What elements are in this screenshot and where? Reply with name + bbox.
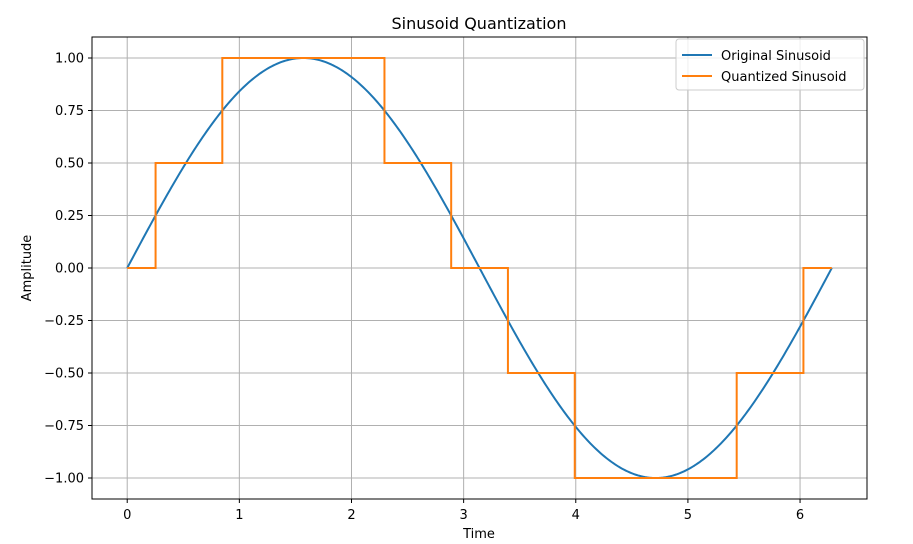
y-tick-label: −0.50: [44, 367, 84, 382]
y-tick-label: −0.25: [44, 314, 84, 329]
x-tick-label: 0: [123, 508, 131, 523]
x-tick-label: 1: [235, 508, 243, 523]
y-tick-label: 0.50: [55, 157, 84, 172]
series-line-quantized: [127, 57, 832, 479]
y-tick-label: −1.00: [44, 472, 84, 487]
y-tick-label: 1.00: [55, 52, 84, 67]
x-tick-label: 6: [796, 508, 804, 523]
legend-box: [675, 38, 865, 91]
x-tick-label: 3: [459, 508, 467, 523]
y-axis-label: Amplitude: [20, 235, 35, 302]
y-tick-label: 0.25: [55, 209, 84, 224]
legend-label-original: Original Sinusoid: [721, 49, 831, 64]
x-axis-label: Time: [462, 527, 495, 540]
x-tick-label: 5: [684, 508, 692, 523]
y-tick-label: 0.75: [55, 104, 84, 119]
legend-label-quantized: Quantized Sinusoid: [721, 70, 847, 85]
plot-series: [126, 57, 833, 479]
legend: Original Sinusoid Quantized Sinusoid: [675, 38, 865, 91]
chart-title: Sinusoid Quantization: [392, 14, 567, 33]
y-tick-label: 0.00: [55, 262, 84, 277]
y-tick-label: −0.75: [44, 419, 84, 434]
x-tick-label: 2: [347, 508, 355, 523]
axis-ticks: 0 1 2 3 4 5 6 1.00 0.75 0.50 0.25 0.00 −0.25 −0.50 −0.…: [44, 52, 804, 524]
x-tick-label: 4: [572, 508, 580, 523]
